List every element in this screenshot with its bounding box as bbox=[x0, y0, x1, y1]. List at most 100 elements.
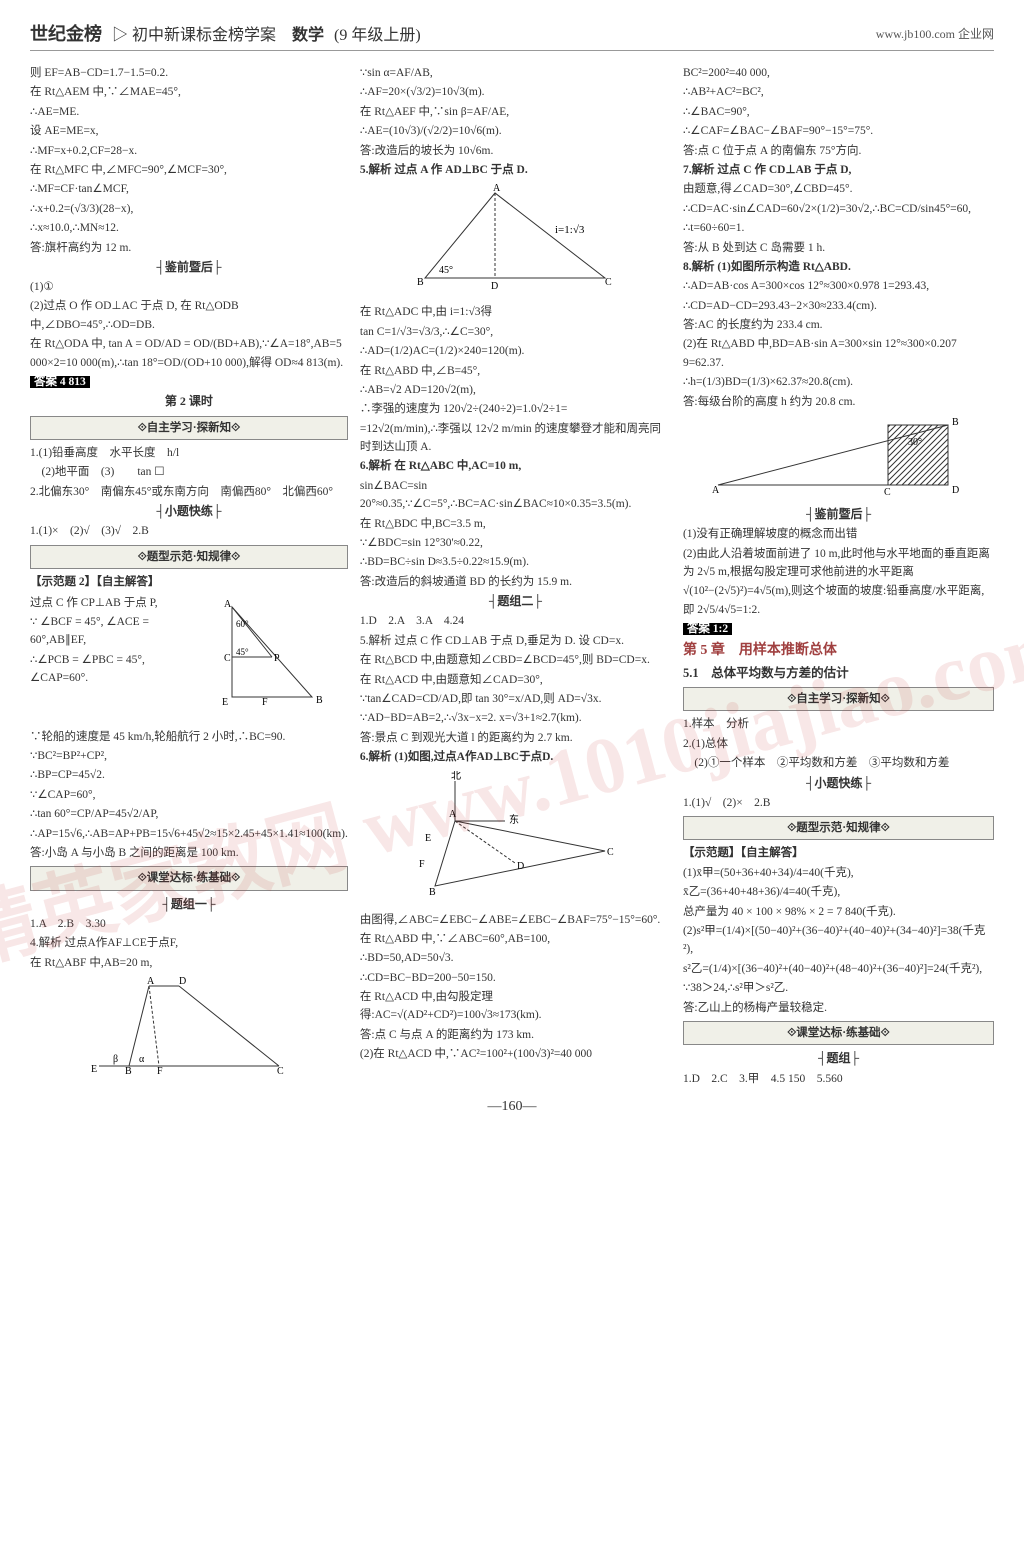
c1-ex2-l8: ∴AP=15√6,∴AB=AP+PB=15√6+45√2≈15×2.45+45×… bbox=[30, 825, 348, 843]
c3-af-l2: √(10²−(2√5)²)=4√5(m),则这个坡面的坡度:铅垂高度/水平距离,… bbox=[683, 582, 994, 619]
header-grade: (9 年级上册) bbox=[334, 21, 421, 45]
c2-t3: ∴AE=(10√3)/(√2/2)=10√6(m). bbox=[360, 122, 671, 140]
c2-g2-l0: 1.D 2.A 3.A 4.24 bbox=[360, 612, 671, 630]
svg-text:D: D bbox=[952, 485, 959, 495]
c3-p8-l2: 答:AC 的长度约为 233.4 cm. bbox=[683, 316, 994, 334]
c3-quick: 1.(1)√ (2)× 2.B bbox=[683, 794, 994, 812]
c1-ex2-l5: ∴BP=CP=45√2. bbox=[30, 766, 348, 784]
svg-text:A: A bbox=[712, 485, 720, 495]
svg-text:C: C bbox=[607, 847, 614, 858]
svg-text:B: B bbox=[952, 417, 959, 428]
c3-ex-l3: (2)s²甲=(1/4)×[(50−40)²+(36−40)²+(40−40)²… bbox=[683, 922, 994, 959]
svg-text:A: A bbox=[147, 976, 155, 987]
c2-p5-l4: ∴AB=√2 AD=120√2(m), bbox=[360, 381, 671, 399]
c3-ex-l2: 总产量为 40 × 100 × 98% × 2 = 7 840(千克). bbox=[683, 903, 994, 921]
c2-p6b-l5: 答:点 C 与点 A 的距离约为 173 km. bbox=[360, 1026, 671, 1044]
column-3: BC²=200²=40 000, ∴AB²+AC²=BC², ∴∠BAC=90°… bbox=[683, 63, 994, 1089]
c1-g-l1: 4.解析 过点A作AF⊥CE于点F, bbox=[30, 934, 348, 952]
diagram-bottom-c1: A D E B F C β α bbox=[30, 976, 348, 1082]
c3-t1: ∴AB²+AC²=BC², bbox=[683, 83, 994, 101]
svg-text:北: 北 bbox=[451, 771, 461, 782]
answer-label-1: 答案 4 813 bbox=[30, 376, 90, 388]
c3-box2: ⟐题型示范·知规律⟐ bbox=[683, 816, 994, 840]
diagram-example2: A P B C E F 45° 60° bbox=[205, 597, 348, 723]
c1-g-l2: 在 Rt△ABF 中,AB=20 m, bbox=[30, 954, 348, 972]
c2-g2-l2: 在 Rt△BCD 中,由题意知∠CBD=∠BCD=45°,则 BD=CD=x. bbox=[360, 651, 671, 669]
diagram-p8: A B C D 30° bbox=[683, 415, 994, 501]
svg-text:B: B bbox=[417, 277, 424, 288]
c3-sl-1: 2.(1)总体 bbox=[683, 735, 994, 753]
c2-p6b-l2: ∴BD=50,AD=50√3. bbox=[360, 949, 671, 967]
c1-quick: 1.(1)× (2)√ (3)√ 2.B bbox=[30, 522, 348, 540]
svg-text:F: F bbox=[419, 859, 425, 870]
c3-after-title: ┤鉴前暨后├ bbox=[683, 505, 994, 524]
c3-af-l1: (2)由此人沿着坡面前进了 10 m,此时他与水平地面的垂直距离为 2√5 m,… bbox=[683, 545, 994, 582]
c3-p7-l2: ∴t=60÷60=1. bbox=[683, 219, 994, 237]
svg-text:B: B bbox=[316, 695, 323, 706]
c3-sl-0: 1.样本 分析 bbox=[683, 715, 994, 733]
svg-text:F: F bbox=[157, 1066, 163, 1076]
c1-l1: 在 Rt△AEM 中,∵∠MAE=45°, bbox=[30, 83, 348, 101]
lesson2-title: 第 2 课时 bbox=[30, 392, 348, 411]
c1-l3: 设 AE=ME=x, bbox=[30, 122, 348, 140]
header: 世纪金榜 ▷ 初中新课标金榜学案 数学 (9 年级上册) www.jb100.c… bbox=[30, 20, 994, 51]
svg-text:A: A bbox=[449, 809, 457, 820]
c2-p6b-l0: 由图得,∠ABC=∠EBC−∠ABE=∠EBC−∠BAF=75°−15°=60°… bbox=[360, 911, 671, 929]
c1-box2: ⟐题型示范·知规律⟐ bbox=[30, 545, 348, 569]
c3-box1: ⟐自主学习·探新知⟐ bbox=[683, 687, 994, 711]
c1-l2: ∴AE=ME. bbox=[30, 103, 348, 121]
svg-text:60°: 60° bbox=[236, 619, 249, 629]
svg-text:C: C bbox=[605, 277, 612, 288]
c1-l0: 则 EF=AB−CD=1.7−1.5=0.2. bbox=[30, 64, 348, 82]
c3-t3: ∴∠CAF=∠BAC−∠BAF=90°−15°=75°. bbox=[683, 122, 994, 140]
c1-ex2-l0: 过点 C 作 CP⊥AB 于点 P, bbox=[30, 594, 201, 612]
diagram-p5: A B D C 45° i=1:√3 bbox=[360, 183, 671, 299]
svg-text:45°: 45° bbox=[236, 647, 249, 657]
svg-text:α: α bbox=[139, 1054, 145, 1065]
svg-text:i=1:√3: i=1:√3 bbox=[555, 224, 585, 236]
c2-g2-l6: 答:景点 C 到观光大道 l 的距离约为 2.7 km. bbox=[360, 729, 671, 747]
c1-ss-1: (2)地平面 (3) tan ☐ bbox=[30, 463, 348, 481]
svg-text:A: A bbox=[493, 183, 501, 194]
c1-l4: ∴MF=x+0.2,CF=28−x. bbox=[30, 142, 348, 160]
c3-ex-l6: 答:乙山上的杨梅产量较稳定. bbox=[683, 999, 994, 1017]
header-subject: 数学 bbox=[292, 21, 324, 45]
c3-ex-l0: (1)x̄甲=(50+36+40+34)/4=40(千克), bbox=[683, 864, 994, 882]
c1-s1-l0: (1)① bbox=[30, 278, 348, 296]
c1-group-title: ┤题组一├ bbox=[30, 895, 348, 914]
c2-p6-l0: sin∠BAC=sin 20°≈0.35,∵∠C=5°,∴BC=AC·sin∠B… bbox=[360, 477, 671, 514]
c3-p8-l4: ∴h=(1/3)BD=(1/3)×62.37≈20.8(cm). bbox=[683, 373, 994, 391]
svg-text:A: A bbox=[224, 599, 232, 610]
c1-l7: ∴x+0.2=(√3/3)(28−x), bbox=[30, 200, 348, 218]
c1-ss-2: 2.北偏东30° 南偏东45°或东南方向 南偏西80° 北偏西60° bbox=[30, 483, 348, 501]
c1-l9: 答:旗杆高约为 12 m. bbox=[30, 239, 348, 257]
c2-p6-l2: ∵∠BDC=sin 12°30'≈0.22, bbox=[360, 534, 671, 552]
svg-text:E: E bbox=[91, 1064, 97, 1075]
c2-p6b-l6: (2)在 Rt△ACD 中,∵AC²=100²+(100√3)²=40 000 bbox=[360, 1045, 671, 1063]
c2-p6-l1: 在 Rt△BDC 中,BC=3.5 m, bbox=[360, 515, 671, 533]
c2-g2-l3: 在 Rt△ACD 中,由题意知∠CAD=30°, bbox=[360, 671, 671, 689]
c1-ex2-l9: 答:小岛 A 与小岛 B 之间的距离是 100 km. bbox=[30, 844, 348, 862]
svg-text:C: C bbox=[884, 487, 891, 495]
c3-p8-l5: 答:每级台阶的高度 h 约为 20.8 cm. bbox=[683, 393, 994, 411]
svg-text:F: F bbox=[262, 697, 268, 708]
svg-text:东: 东 bbox=[509, 813, 519, 826]
svg-text:E: E bbox=[425, 833, 431, 844]
c3-t4: 答:点 C 位于点 A 的南偏东 75°方向. bbox=[683, 142, 994, 160]
c1-sec1-title: ┤鉴前暨后├ bbox=[30, 258, 348, 277]
c2-p6b-l1: 在 Rt△ABD 中,∵∠ABC=60°,AB=100, bbox=[360, 930, 671, 948]
c2-p5-l6: =12√2(m/min),∴李强以 12√2 m/min 的速度攀登才能和周亮同… bbox=[360, 420, 671, 457]
c3-ex-l5: ∵38＞24,∴s²甲＞s²乙. bbox=[683, 979, 994, 997]
svg-text:D: D bbox=[491, 281, 498, 292]
column-1: 则 EF=AB−CD=1.7−1.5=0.2. 在 Rt△AEM 中,∵∠MAE… bbox=[30, 63, 348, 1089]
brand-title: 世纪金榜 bbox=[30, 20, 102, 46]
c1-l6: ∴MF=CF·tan∠MCF, bbox=[30, 180, 348, 198]
c2-g2-l5: ∵AD−BD=AB=2,∴√3x−x=2. x=√3+1≈2.7(km). bbox=[360, 709, 671, 727]
c2-g2-l4: ∵tan∠CAD=CD/AD,即 tan 30°=x/AD,则 AD=√3x. bbox=[360, 690, 671, 708]
c3-box3: ⟐课堂达标·练基础⟐ bbox=[683, 1021, 994, 1045]
c1-g-l0: 1.A 2.B 3.30 bbox=[30, 915, 348, 933]
c2-p5-l2: ∴AD=(1/2)AC=(1/2)×240=120(m). bbox=[360, 342, 671, 360]
c3-p8-title: 8.解析 (1)如图所示构造 Rt△ABD. bbox=[683, 261, 851, 273]
c2-g2-l1: 5.解析 过点 C 作 CD⊥AB 于点 D,垂足为 D. 设 CD=x. bbox=[360, 632, 671, 650]
svg-text:β: β bbox=[113, 1054, 118, 1065]
